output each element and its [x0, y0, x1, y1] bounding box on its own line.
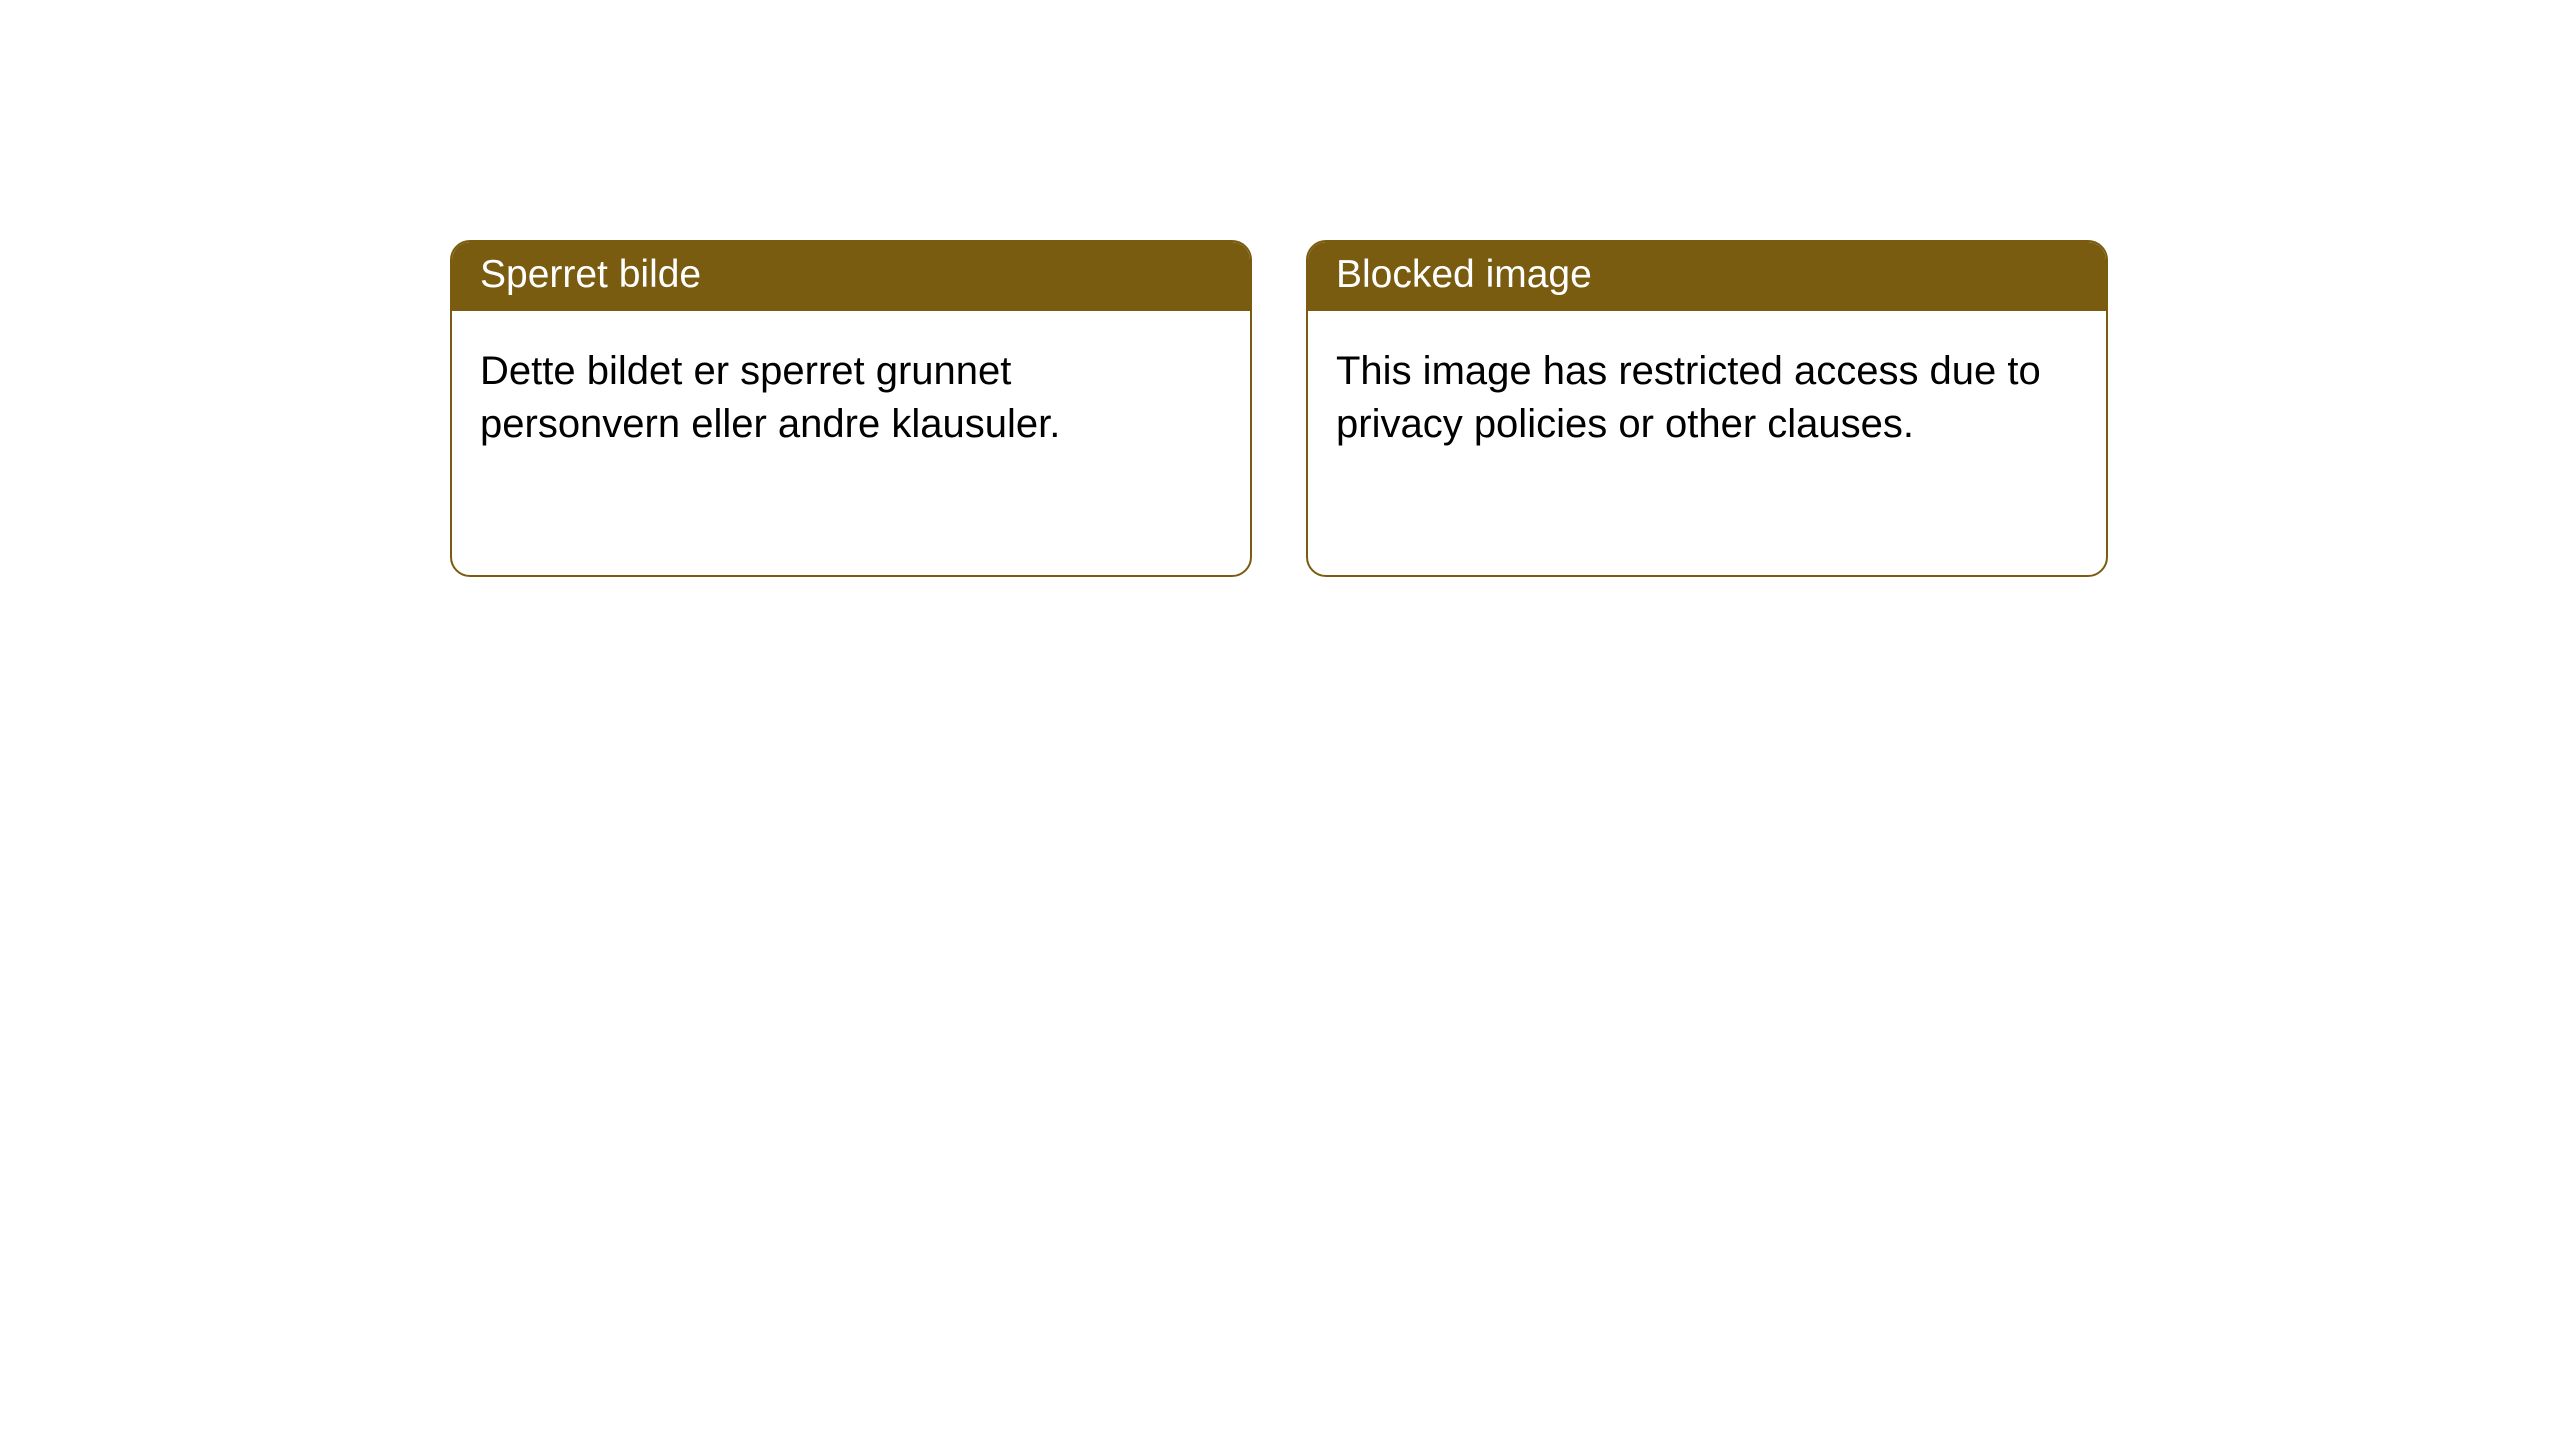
card-body-no: Dette bildet er sperret grunnet personve…	[452, 311, 1250, 485]
card-header-no: Sperret bilde	[452, 242, 1250, 311]
blocked-image-card-en: Blocked image This image has restricted …	[1306, 240, 2108, 577]
card-body-en: This image has restricted access due to …	[1308, 311, 2106, 485]
blocked-image-card-no: Sperret bilde Dette bildet er sperret gr…	[450, 240, 1252, 577]
cards-container: Sperret bilde Dette bildet er sperret gr…	[0, 0, 2560, 577]
card-header-en: Blocked image	[1308, 242, 2106, 311]
